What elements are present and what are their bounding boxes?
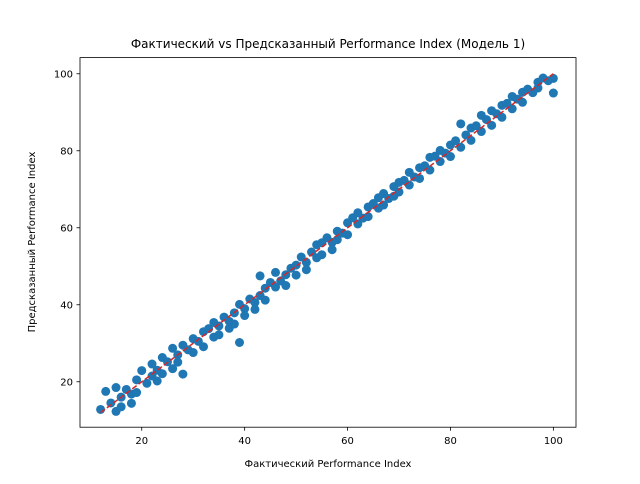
x-tick-label: 40 [238,436,251,447]
data-point [301,265,311,275]
data-point [451,136,461,146]
x-axis-label: Фактический Performance Index [245,459,412,470]
data-point [157,369,167,379]
data-point [404,180,414,190]
data-point [317,250,327,260]
data-point [240,311,250,321]
data-point [214,321,224,331]
data-point [507,104,517,114]
data-point [343,230,353,240]
data-point [456,119,466,129]
data-point [291,270,301,280]
data-point [106,398,116,408]
data-point [250,304,260,314]
data-point [126,398,136,408]
data-point [250,297,260,307]
y-tick-label: 80 [60,146,73,157]
data-point [229,319,239,329]
data-point [466,135,476,145]
y-tick-label: 60 [60,223,73,234]
data-point [425,165,435,175]
data-point [548,88,558,98]
y-axis-label: Предсказанный Performance Index [27,152,38,333]
data-point [255,271,265,281]
data-point [445,152,455,162]
data-point [147,359,157,369]
data-point [471,121,481,131]
data-point [214,330,224,340]
data-point [173,357,183,367]
data-point [101,386,111,396]
data-point [142,378,152,388]
x-tick-label: 80 [444,436,457,447]
data-point [281,281,291,291]
y-tick-label: 40 [60,300,73,311]
data-point [476,127,486,137]
data-point [132,375,142,385]
data-point [132,388,142,398]
data-point [271,282,281,292]
y-axis: 20 40 60 80 100 [54,69,80,388]
x-tick-label: 20 [135,436,148,447]
x-tick-label: 100 [544,436,563,447]
data-point [394,187,404,197]
data-point [363,212,373,222]
data-point [517,97,527,107]
data-point [137,366,147,376]
data-point [168,343,178,353]
data-point [168,364,178,374]
data-point [271,267,281,277]
data-point [198,342,208,352]
reference-line [100,73,554,414]
data-point [111,383,121,393]
data-point [235,338,244,347]
plot-area [96,73,558,416]
data-point [152,376,162,386]
data-point [456,142,466,152]
chart-title: Фактический vs Предсказанный Performance… [131,37,525,51]
y-tick-label: 100 [54,69,73,80]
data-point [533,83,543,93]
x-tick-label: 60 [341,436,354,447]
y-tick-label: 20 [60,377,73,388]
data-point [327,245,337,255]
plot-frame [79,57,577,428]
data-point [188,348,198,358]
data-point [487,120,497,130]
data-point [178,369,188,379]
data-point [260,283,270,293]
data-point [260,295,270,305]
data-point [497,112,507,122]
data-point [307,247,317,257]
x-axis: 20 40 60 80 100 [135,427,563,447]
data-point [116,402,126,412]
